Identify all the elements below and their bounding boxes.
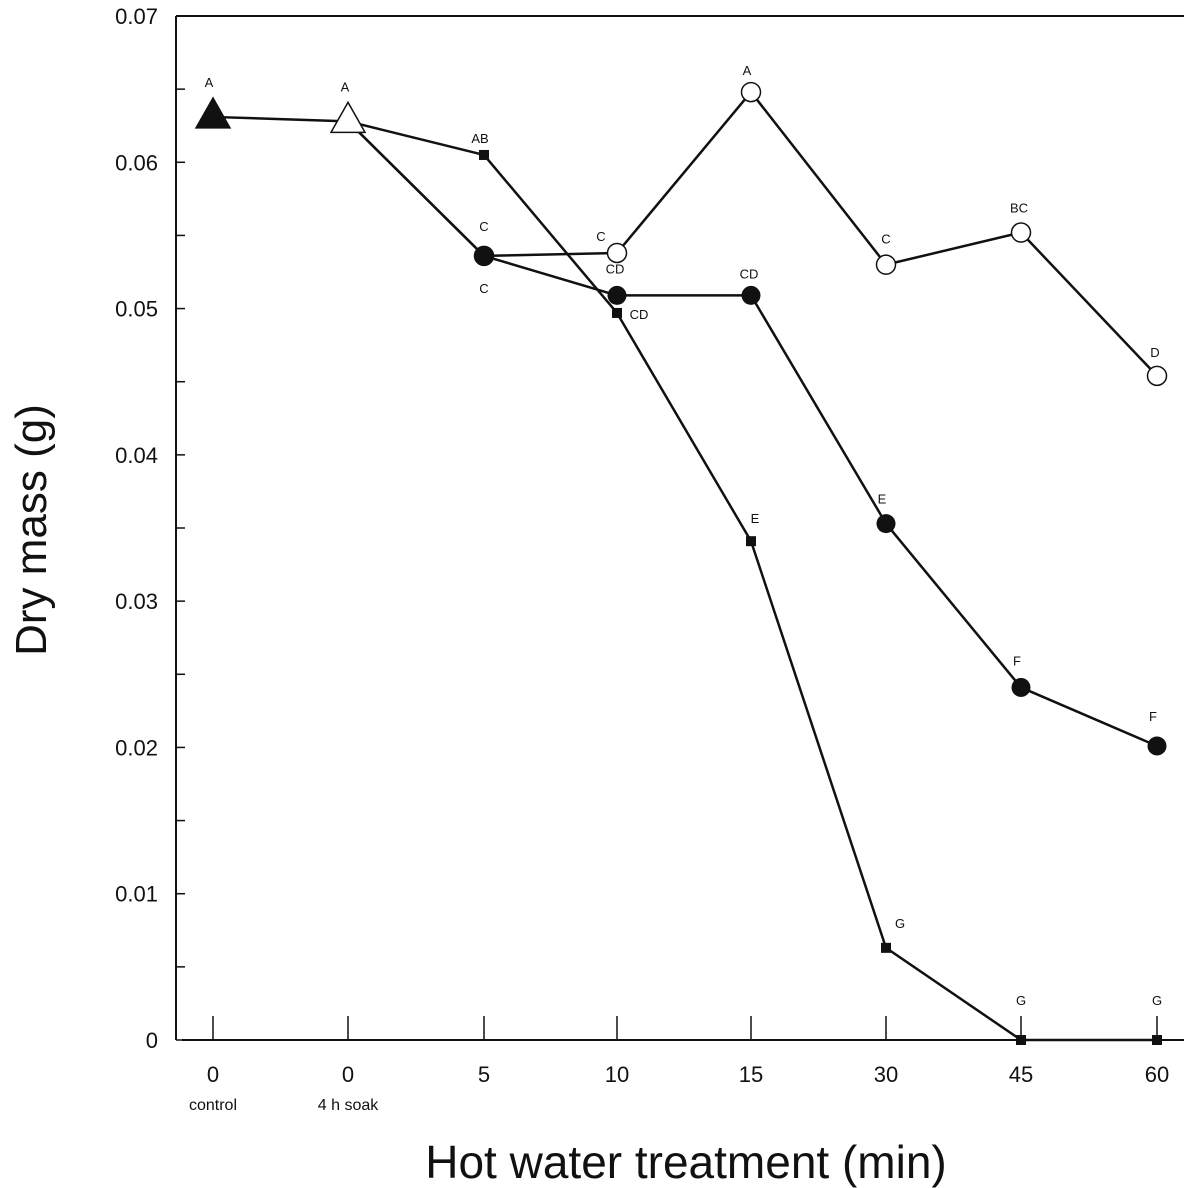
y-tick-label: 0.02	[115, 735, 158, 760]
significance-letter: AB	[471, 131, 488, 146]
marker-open-circle	[740, 81, 762, 103]
marker-filled-square	[612, 307, 622, 318]
x-tick-label: 45	[1009, 1062, 1033, 1087]
significance-letter: E	[751, 511, 760, 526]
series-markers	[194, 81, 1168, 1045]
significance-letter: E	[878, 492, 887, 507]
y-tick-label: 0.05	[115, 297, 158, 322]
marker-open-circle	[1010, 222, 1032, 243]
marker-filled-circle	[876, 514, 896, 534]
significance-letter: F	[1149, 709, 1157, 724]
marker-filled-triangle	[194, 96, 232, 129]
significance-letter: CD	[630, 307, 649, 322]
y-tick-label: 0	[146, 1028, 158, 1053]
x-tick-label: 0	[207, 1062, 219, 1087]
marker-filled-circle	[741, 285, 761, 305]
significance-letter: CD	[606, 261, 625, 276]
y-axis: 0 0.01 0.02 0.03 0.04 0.05 0.06 0.07	[115, 4, 185, 1053]
marker-open-triangle	[329, 100, 367, 134]
significance-letter: C	[596, 229, 605, 244]
marker-open-circle	[875, 254, 897, 275]
marker-filled-circle	[474, 246, 494, 266]
marker-filled-circle	[1011, 677, 1031, 697]
significance-letter: A	[743, 63, 752, 78]
marker-filled-square	[479, 149, 489, 160]
significance-letter: A	[205, 75, 214, 90]
marker-open-circle	[606, 242, 628, 264]
significance-letter: BC	[1010, 201, 1028, 216]
significance-letter: G	[1016, 993, 1026, 1008]
significance-letter: G	[895, 916, 905, 931]
x-tick-sublabel: control	[189, 1097, 237, 1114]
significance-letter: G	[1152, 993, 1162, 1008]
x-tick-label: 30	[874, 1062, 898, 1087]
x-axis: 0 control 0 4 h soak 5 10 15 30 45 60	[189, 1016, 1169, 1114]
x-tick-label: 10	[605, 1062, 629, 1087]
series-line-filled-square	[347, 120, 1157, 1042]
x-tick-label: 0	[342, 1062, 354, 1087]
y-tick-label: 0.01	[115, 882, 158, 907]
significance-letter: F	[1013, 653, 1021, 668]
y-tick-label: 0.07	[115, 4, 158, 29]
y-tick-label: 0.06	[115, 150, 158, 175]
marker-filled-square	[746, 536, 756, 547]
marker-filled-circle	[1147, 736, 1167, 756]
marker-filled-square	[1016, 1035, 1026, 1045]
x-axis-label: Hot water treatment (min)	[425, 1136, 946, 1188]
significance-letter: D	[1150, 345, 1159, 360]
y-axis-label: Dry mass (g)	[7, 404, 56, 656]
x-tick-label: 5	[478, 1062, 490, 1087]
x-tick-label: 15	[739, 1062, 763, 1087]
x-tick-sublabel: 4 h soak	[318, 1097, 379, 1114]
marker-filled-circle	[607, 285, 627, 305]
marker-filled-square	[1152, 1035, 1162, 1045]
y-tick-label: 0.03	[115, 589, 158, 614]
series-line-filled-circle	[347, 120, 1158, 748]
significance-letter: A	[341, 79, 350, 94]
x-tick-label: 60	[1145, 1062, 1169, 1087]
significance-letter: C	[479, 219, 488, 234]
significance-letters: A A C A C BC D C CD CD E F F AB CD E G G G C	[205, 63, 1162, 1008]
y-tick-label: 0.04	[115, 443, 158, 468]
marker-open-circle	[1146, 365, 1168, 387]
significance-letter: C	[479, 281, 488, 296]
marker-filled-square	[881, 942, 891, 953]
significance-letter: C	[881, 232, 890, 247]
significance-letter: CD	[740, 266, 759, 281]
plot-frame	[175, 15, 1184, 1041]
